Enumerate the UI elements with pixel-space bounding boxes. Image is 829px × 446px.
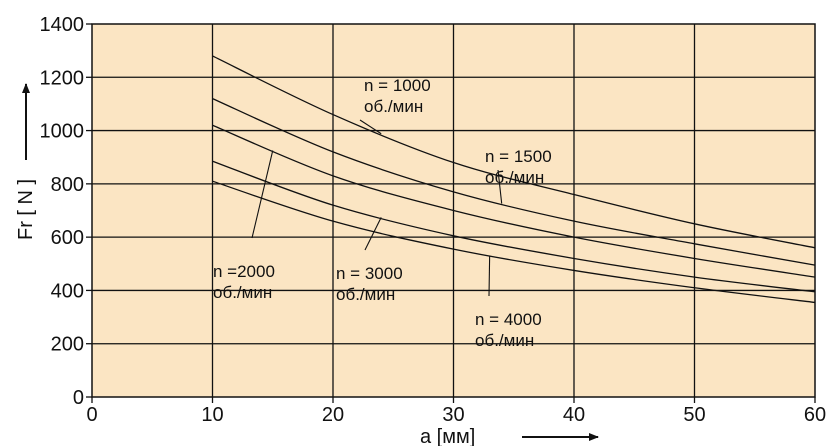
annotation-speed: n = 4000: [475, 310, 542, 329]
annotation-unit: об./мин: [336, 285, 395, 304]
annotation-leader: [488, 255, 491, 297]
annotation-unit: об./мин: [364, 97, 423, 116]
curves: [212, 55, 816, 304]
series-line: [212, 124, 816, 278]
annotation-leader: [359, 119, 382, 135]
x-tick-label: 0: [86, 404, 97, 426]
series-line: [212, 98, 816, 266]
annotation-speed: n = 1000: [364, 76, 431, 95]
annotation-leader: [251, 150, 274, 239]
x-tick-label: 20: [322, 404, 344, 426]
annotations: n = 1000 об./мин n = 1500 об./мин n =2000 об.…: [213, 76, 552, 350]
y-tick-label: 800: [51, 174, 84, 196]
annotation-unit: об./мин: [475, 331, 534, 350]
x-tick-label: 40: [563, 404, 585, 426]
y-tick-label: 400: [51, 280, 84, 302]
x-tick-label: 10: [201, 404, 223, 426]
x-tick-label: 30: [442, 404, 464, 426]
annotation-speed: n = 3000: [336, 264, 403, 283]
y-tick-label: 1200: [40, 67, 85, 89]
y-tick-label: 1000: [40, 121, 85, 143]
annotation-unit: об./мин: [213, 283, 272, 302]
y-tick-label: 600: [51, 227, 84, 249]
y-axis-label: Fr [ N ]: [15, 179, 37, 240]
y-tick-label: 1400: [40, 14, 85, 36]
annotation-unit: об./мин: [485, 168, 544, 187]
series-line: [212, 180, 816, 304]
x-tick-label: 50: [683, 404, 705, 426]
x-axis-label: a [мм]: [420, 426, 475, 446]
annotation-speed: n = 1500: [485, 147, 552, 166]
series-line: [212, 160, 816, 293]
y-tick-label: 200: [51, 334, 84, 356]
series-line: [212, 55, 816, 249]
annotation-leaders: [251, 119, 503, 297]
annotation-speed: n =2000: [213, 262, 275, 281]
x-tick-label: 60: [804, 404, 826, 426]
y-tick-label: 0: [73, 387, 84, 409]
annotation-leader: [364, 217, 382, 251]
annotation-leader: [497, 169, 503, 204]
